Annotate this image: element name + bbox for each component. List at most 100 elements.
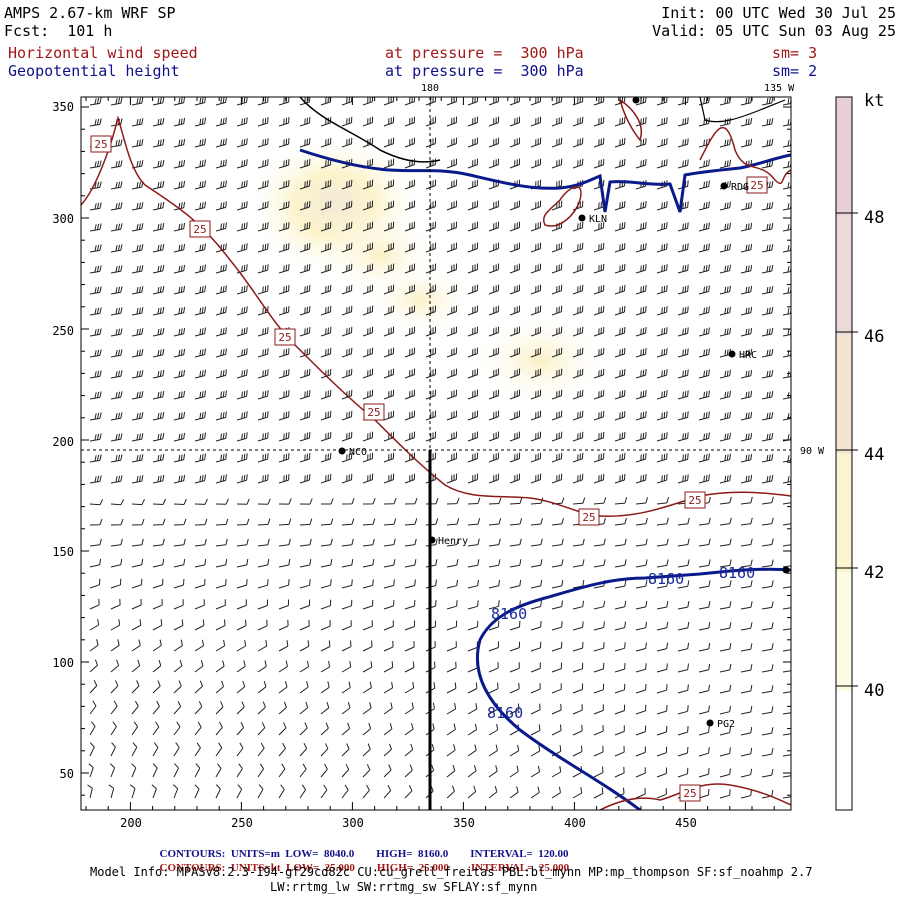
wind-barb: [446, 347, 457, 358]
wind-barb: [362, 579, 374, 589]
wind-barb: [383, 431, 395, 442]
wind-barb: [614, 766, 625, 778]
wind-barb: [761, 433, 774, 442]
wind-barb: [89, 160, 102, 169]
wind-barb: [215, 558, 228, 568]
wind-barb: [299, 221, 311, 232]
wind-barb: [719, 684, 732, 694]
wind-barb: [740, 559, 753, 568]
wind-barb: [740, 138, 753, 148]
wind-barb: [341, 305, 353, 316]
wind-barb: [173, 390, 186, 400]
wind-barb: [740, 117, 753, 127]
wind-barb: [173, 138, 186, 148]
wind-barb: [782, 97, 791, 106]
wind-barb: [530, 431, 542, 442]
wind-barb: [320, 137, 332, 148]
wind-barb: [740, 222, 753, 232]
wind-barb: [341, 640, 352, 652]
wind-barb: [236, 285, 248, 295]
wind-barb: [383, 389, 395, 400]
wind-barb: [698, 390, 710, 400]
colorbar-frame: [835, 96, 853, 811]
wind-barb: [782, 691, 791, 694]
wind-barb: [719, 201, 731, 211]
station-dot: [706, 719, 714, 727]
wind-barb: [236, 680, 246, 694]
wind-barb: [257, 411, 269, 421]
wind-barb: [87, 784, 93, 799]
wind-barb: [446, 97, 457, 106]
wind-barb: [110, 659, 120, 673]
wind-barb: [530, 137, 542, 148]
wind-barb: [236, 348, 248, 358]
wind-barb: [635, 642, 647, 652]
wind-barb: [593, 704, 604, 715]
wind-barb: [257, 722, 266, 736]
wind-barb: [194, 639, 204, 652]
wind-barb: [152, 538, 165, 547]
wind-barb: [740, 453, 753, 463]
wind-barb: [719, 622, 732, 631]
wind-barb: [488, 497, 502, 505]
wind-barb: [299, 763, 307, 778]
wind-barb: [446, 518, 460, 526]
height-contour-north: [299, 148, 791, 213]
wind-barb: [341, 347, 353, 358]
wind-barb: [194, 180, 206, 190]
wind-barb: [467, 620, 479, 631]
wind-barb: [656, 621, 669, 631]
wind-barb: [320, 452, 332, 463]
wind-barb: [257, 97, 269, 106]
wind-barb: [299, 137, 311, 148]
wind-barb: [614, 242, 626, 253]
wind-barb: [131, 538, 144, 547]
init-time: Init: 00 UTC Wed 30 Jul 25: [661, 4, 896, 22]
wind-barb: [719, 663, 732, 673]
wind-barb: [656, 663, 668, 673]
wind-barb: [488, 116, 499, 127]
wind-barb: [614, 200, 626, 211]
wind-barb: [299, 619, 310, 631]
wind-barb: [635, 767, 646, 778]
wind-barb: [593, 179, 605, 190]
station-dot: [632, 96, 640, 104]
wind-barb: [572, 745, 583, 757]
wind-barb: [152, 558, 165, 568]
wind-barb: [173, 285, 186, 295]
wind-barb: [320, 242, 332, 253]
wind-barb: [383, 473, 395, 484]
wind-barb: [278, 390, 290, 400]
wind-barb: [425, 326, 436, 337]
wind-barb: [677, 580, 690, 589]
wind-barb: [551, 600, 563, 610]
wind-barb: [740, 306, 753, 316]
wind-barb: [551, 347, 563, 358]
wind-barb: [320, 200, 332, 211]
wind-barb: [488, 326, 499, 337]
wind-barb: [761, 391, 774, 400]
wind-barb: [278, 579, 290, 589]
wind-barb: [131, 619, 142, 631]
wind-barb: [404, 682, 415, 694]
wind-barb: [89, 679, 98, 694]
wind-barb: [173, 243, 186, 253]
wind-barb: [257, 518, 271, 526]
wind-barb: [404, 497, 418, 505]
wind-barb: [110, 680, 119, 694]
wind-barb: [341, 221, 353, 232]
wind-barb: [173, 763, 179, 778]
wind-barb: [215, 660, 225, 673]
wind-barb: [719, 306, 731, 316]
wind-barb: [110, 328, 123, 337]
wind-barb: [404, 538, 417, 547]
wind-label-25: 25: [94, 138, 107, 151]
wind-barb: [509, 473, 521, 484]
wind-barb: [152, 201, 165, 211]
wind-barb: [131, 639, 141, 652]
wind-barb: [467, 723, 477, 736]
wind-barb: [446, 431, 457, 442]
wind-label-25: 25: [683, 787, 696, 800]
wind-barb: [635, 683, 647, 694]
wind-barb: [299, 640, 310, 652]
